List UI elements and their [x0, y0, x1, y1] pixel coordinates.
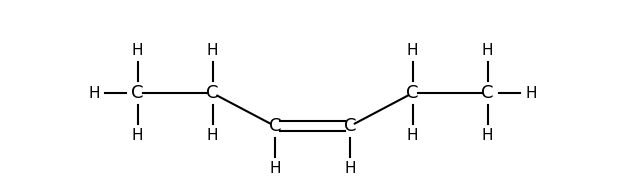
Text: C: C [344, 117, 356, 135]
Text: H: H [482, 128, 493, 143]
Text: C: C [206, 84, 219, 102]
Text: C: C [269, 117, 281, 135]
Text: H: H [132, 43, 143, 58]
Text: C: C [481, 84, 494, 102]
Text: H: H [407, 128, 418, 143]
Text: C: C [406, 84, 419, 102]
Text: H: H [407, 43, 418, 58]
Text: H: H [269, 161, 281, 176]
Text: C: C [131, 84, 144, 102]
Text: H: H [88, 86, 99, 101]
Text: H: H [207, 128, 218, 143]
Text: H: H [526, 86, 537, 101]
Text: H: H [482, 43, 493, 58]
Text: H: H [344, 161, 356, 176]
Text: H: H [207, 43, 218, 58]
Text: H: H [132, 128, 143, 143]
